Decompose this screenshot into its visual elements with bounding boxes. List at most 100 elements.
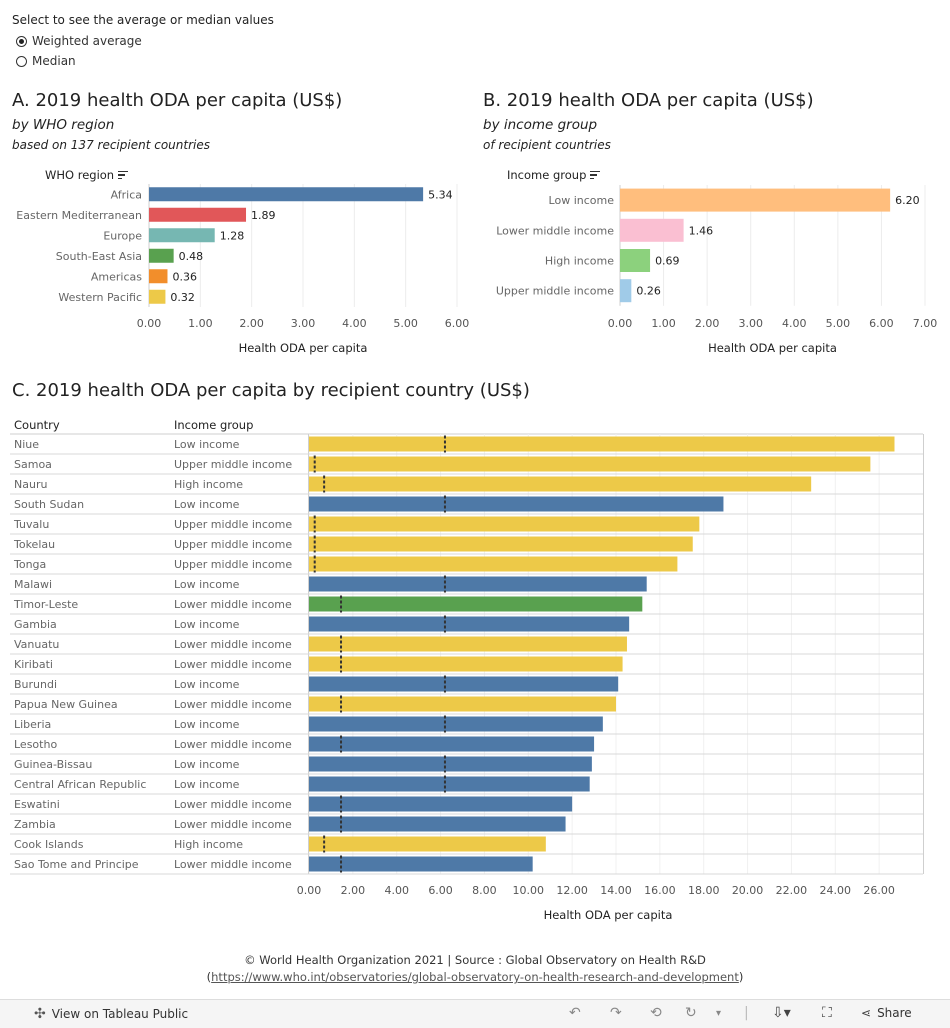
bar	[309, 556, 678, 572]
income-label: Lower middle income	[174, 598, 292, 611]
bar	[149, 187, 424, 202]
country-label: Timor-Leste	[13, 598, 78, 611]
panel-b-header-label: Income group	[507, 168, 587, 182]
view-on-tableau-button[interactable]: ✣ View on Tableau Public	[34, 1006, 188, 1022]
panel-b-header[interactable]: Income group	[507, 168, 601, 182]
x-tick-label: 24.00	[820, 884, 852, 897]
data-label: 0.36	[172, 270, 197, 283]
chart-c-country: 0.00 2.00 4.00 6.00 8.00 10.00 12.00 14.00 16.00…	[10, 433, 924, 922]
bar	[309, 456, 871, 472]
bar	[309, 796, 573, 812]
refresh-dropdown-icon[interactable]: ▾	[716, 1008, 722, 1019]
bar	[309, 616, 630, 632]
income-label: Upper middle income	[174, 518, 292, 531]
panel-a-subtitle2: based on 137 recipient countries	[12, 138, 210, 152]
bar	[309, 816, 566, 832]
bar	[620, 279, 632, 303]
bar	[149, 248, 174, 263]
category-label: Upper middle income	[496, 285, 614, 298]
x-tick-label: 12.00	[556, 884, 588, 897]
category-label: Lower middle income	[496, 224, 614, 237]
panel-a-header[interactable]: WHO region	[45, 168, 129, 182]
sort-icon[interactable]	[590, 170, 601, 180]
share-button[interactable]: ⋖ Share	[861, 1006, 912, 1020]
panel-c-title: C. 2019 health ODA per capita by recipie…	[12, 380, 530, 401]
panel-b-title: B. 2019 health ODA per capita (US$)	[483, 90, 814, 111]
revert-icon[interactable]: ⟲	[650, 1005, 662, 1021]
category-label: Europe	[103, 229, 142, 242]
country-label: Vanuatu	[14, 638, 59, 651]
data-label: 1.28	[220, 229, 245, 242]
x-tick-label: 6.00	[445, 317, 470, 330]
bar	[309, 676, 619, 692]
chart-b-income-group: 0.00 1.00 2.00 3.00 4.00 5.00 6.00 7.00 Low inco…	[496, 185, 937, 355]
bar	[309, 576, 647, 592]
col-header-income: Income group	[174, 418, 254, 432]
bar	[620, 218, 684, 242]
country-label: Burundi	[14, 678, 57, 691]
country-label: Nauru	[14, 478, 47, 491]
country-label: Malawi	[14, 578, 52, 591]
undo-icon[interactable]: ↶	[569, 1005, 581, 1021]
panel-a-subtitle: by WHO region	[12, 117, 115, 133]
refresh-icon[interactable]: ↻	[685, 1005, 697, 1021]
bar	[309, 516, 700, 532]
x-tick-label: 14.00	[600, 884, 632, 897]
x-tick-label: 16.00	[644, 884, 676, 897]
income-label: High income	[174, 478, 243, 491]
country-label: Tonga	[13, 558, 46, 571]
x-tick-label: 2.00	[341, 884, 366, 897]
income-label: Upper middle income	[174, 458, 292, 471]
radio-median[interactable]: Median	[16, 54, 76, 68]
radio-weighted-average[interactable]: Weighted average	[16, 34, 142, 48]
income-label: Low income	[174, 718, 240, 731]
x-tick-label: 18.00	[688, 884, 720, 897]
x-axis-title: Health ODA per capita	[708, 341, 837, 355]
income-label: Low income	[174, 778, 240, 791]
income-label: Lower middle income	[174, 818, 292, 831]
country-label: Tuvalu	[13, 518, 49, 531]
radio-selected-icon	[16, 35, 27, 47]
x-tick-label: 4.00	[782, 317, 807, 330]
share-label: Share	[877, 1006, 912, 1020]
x-tick-label: 2.00	[239, 317, 264, 330]
country-label: Central African Republic	[14, 778, 146, 791]
radio-label: Weighted average	[32, 34, 142, 48]
income-label: Low income	[174, 578, 240, 591]
income-label: Lower middle income	[174, 738, 292, 751]
panel-b-subtitle: by income group	[483, 117, 598, 133]
x-tick-label: 4.00	[384, 884, 409, 897]
x-tick-label: 20.00	[732, 884, 764, 897]
x-tick-label: 3.00	[291, 317, 316, 330]
bar	[309, 596, 643, 612]
download-icon[interactable]: ⇩▾	[772, 1005, 791, 1021]
country-label: Niue	[14, 438, 39, 451]
bar	[309, 856, 533, 872]
source-link[interactable]: https://www.who.int/observatories/global…	[211, 970, 739, 984]
income-label: Upper middle income	[174, 538, 292, 551]
country-label: Lesotho	[14, 738, 57, 751]
bar	[149, 269, 168, 284]
x-axis-title: Health ODA per capita	[544, 908, 673, 922]
bar	[309, 736, 595, 752]
fullscreen-icon[interactable]: ⛶	[822, 1005, 832, 1021]
bar	[149, 228, 215, 243]
income-label: Low income	[174, 438, 240, 451]
sort-icon[interactable]	[118, 170, 129, 180]
x-tick-label: 2.00	[695, 317, 720, 330]
income-label: Low income	[174, 618, 240, 631]
bar	[309, 836, 546, 852]
bar	[309, 776, 590, 792]
x-tick-label: 0.00	[137, 317, 162, 330]
bar	[309, 696, 616, 712]
x-tick-label: 6.00	[428, 884, 453, 897]
income-label: Low income	[174, 678, 240, 691]
redo-icon[interactable]: ↷	[610, 1005, 622, 1021]
category-label: Low income	[549, 194, 615, 207]
x-tick-label: 6.00	[869, 317, 894, 330]
x-axis-title: Health ODA per capita	[239, 341, 368, 355]
data-label: 1.46	[689, 224, 714, 237]
tableau-toolbar: ✣ View on Tableau Public ↶ ↷ ⟲ ↻ ▾ | ⇩▾ …	[0, 999, 950, 1028]
x-tick-label: 0.00	[297, 884, 322, 897]
country-label: Liberia	[14, 718, 51, 731]
